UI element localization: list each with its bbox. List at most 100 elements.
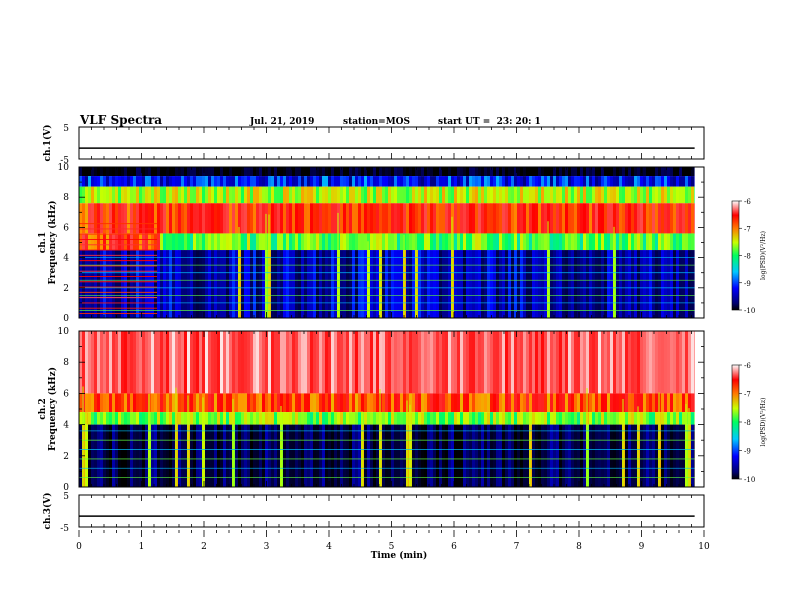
spectrogram-cell bbox=[316, 424, 320, 487]
spectrogram-cell bbox=[649, 233, 653, 251]
spectrogram-cell bbox=[622, 412, 626, 425]
spectrogram-cell bbox=[481, 331, 485, 394]
spectrogram-cell bbox=[598, 250, 602, 318]
spectrogram-cell bbox=[445, 424, 449, 487]
spectrogram-cell bbox=[157, 233, 161, 251]
spectrogram-cell bbox=[235, 167, 239, 177]
spectrogram-cell bbox=[640, 233, 644, 251]
spectrogram-cell bbox=[244, 331, 248, 394]
spectrogram-cell bbox=[424, 233, 428, 251]
spectrogram-cell bbox=[535, 412, 539, 425]
spectrogram-cell bbox=[550, 176, 554, 187]
spectrogram-cell bbox=[322, 331, 326, 394]
spectrogram-cell bbox=[187, 203, 191, 234]
spectrogram-cell bbox=[223, 331, 227, 394]
spectrogram-cell bbox=[340, 203, 344, 234]
spectrogram-cell bbox=[634, 176, 638, 187]
spectrogram-cell bbox=[430, 233, 434, 251]
spectrogram-cell bbox=[187, 393, 191, 413]
spectrogram-cell bbox=[451, 203, 455, 234]
spectrogram-cell bbox=[400, 176, 404, 187]
spectrogram-cell bbox=[151, 393, 155, 413]
spectrogram-cell bbox=[481, 167, 485, 177]
spectrogram-cell bbox=[229, 203, 233, 234]
spectrogram-cell bbox=[271, 393, 275, 413]
spectrogram-cell bbox=[553, 233, 557, 251]
spectrogram-cell bbox=[307, 176, 311, 187]
spectrogram-cell bbox=[88, 424, 92, 487]
spectrogram-cell bbox=[637, 250, 641, 318]
spectrogram-cell bbox=[175, 331, 179, 394]
spectrogram-cell bbox=[301, 250, 305, 318]
spectrogram-cell bbox=[583, 233, 587, 251]
spectrogram-cell bbox=[187, 412, 191, 425]
spectrogram-cell bbox=[610, 393, 614, 413]
spectrogram-cell bbox=[358, 167, 362, 177]
spectrogram-cell bbox=[307, 250, 311, 318]
spectrogram-cell bbox=[310, 412, 314, 425]
spectrogram-cell bbox=[160, 176, 164, 187]
spectrogram-cell bbox=[445, 203, 449, 234]
spectrogram-cell bbox=[523, 186, 527, 204]
spectrogram-cell bbox=[292, 250, 296, 318]
spectrogram-cell bbox=[172, 331, 176, 394]
spectrogram-cell bbox=[514, 176, 518, 187]
spectrogram-cell bbox=[433, 412, 437, 425]
spectrogram-cell bbox=[286, 331, 290, 394]
spectrogram-cell bbox=[205, 167, 209, 177]
spectrogram-cell bbox=[265, 424, 269, 487]
spectrogram-cell bbox=[175, 250, 179, 318]
spectrogram-cell bbox=[211, 233, 215, 251]
spectrogram-cell bbox=[154, 203, 158, 234]
spectrogram-cell bbox=[385, 186, 389, 204]
spectrogram-cell bbox=[259, 424, 263, 487]
spectrogram-cell bbox=[535, 331, 539, 394]
spectrogram-cell bbox=[289, 167, 293, 177]
spectrogram-cell bbox=[667, 250, 671, 318]
spectrogram-cell bbox=[247, 424, 251, 487]
spectrogram-cell bbox=[415, 412, 419, 425]
spectrogram-cell bbox=[637, 186, 641, 204]
spectrogram-cell bbox=[277, 186, 281, 204]
spectrogram-cell bbox=[340, 250, 344, 318]
spectrogram-cell bbox=[136, 233, 140, 251]
spectrogram-cell bbox=[277, 393, 281, 413]
spectrogram-cell bbox=[262, 424, 266, 487]
spectrogram-cell bbox=[454, 412, 458, 425]
spectrogram-cell bbox=[406, 167, 410, 177]
spectrogram-cell bbox=[241, 412, 245, 425]
spectrogram-cell bbox=[421, 424, 425, 487]
spectrogram-cell bbox=[652, 412, 656, 425]
spectrogram-cell bbox=[508, 250, 512, 318]
spectrogram-cell bbox=[427, 412, 431, 425]
spectrogram-cell bbox=[589, 331, 593, 394]
spectrogram-cell bbox=[88, 250, 92, 318]
spectrogram-cell bbox=[100, 186, 104, 204]
spectrogram-cell bbox=[145, 203, 149, 234]
spectrogram-cell bbox=[559, 233, 563, 251]
spectrogram-cell bbox=[661, 250, 665, 318]
spectrogram-cell bbox=[535, 203, 539, 234]
spectrogram-cell bbox=[118, 412, 122, 425]
spectrogram-cell bbox=[664, 424, 668, 487]
spectrogram-cell bbox=[235, 424, 239, 487]
spectrogram-cell bbox=[400, 393, 404, 413]
spectrogram-cell bbox=[379, 167, 383, 177]
spectrogram-cell bbox=[349, 412, 353, 425]
spectrogram-cell bbox=[241, 393, 245, 413]
spectrogram-cell bbox=[547, 203, 551, 234]
spectrogram-cell bbox=[226, 250, 230, 318]
spectrogram-cell bbox=[265, 203, 269, 234]
spectrogram-cell bbox=[637, 412, 641, 425]
spectrogram-cell bbox=[475, 424, 479, 487]
spectrogram-cell bbox=[289, 203, 293, 234]
spectrogram-cell bbox=[607, 331, 611, 394]
spectrogram-cell bbox=[610, 167, 614, 177]
spectrogram-cell bbox=[658, 250, 662, 318]
spectrogram-cell bbox=[448, 176, 452, 187]
spectrogram-cell bbox=[238, 186, 242, 204]
spectrogram-cell bbox=[580, 167, 584, 177]
spectrogram-cell bbox=[271, 424, 275, 487]
spectrogram-cell bbox=[400, 186, 404, 204]
spectrogram-cell bbox=[220, 203, 224, 234]
